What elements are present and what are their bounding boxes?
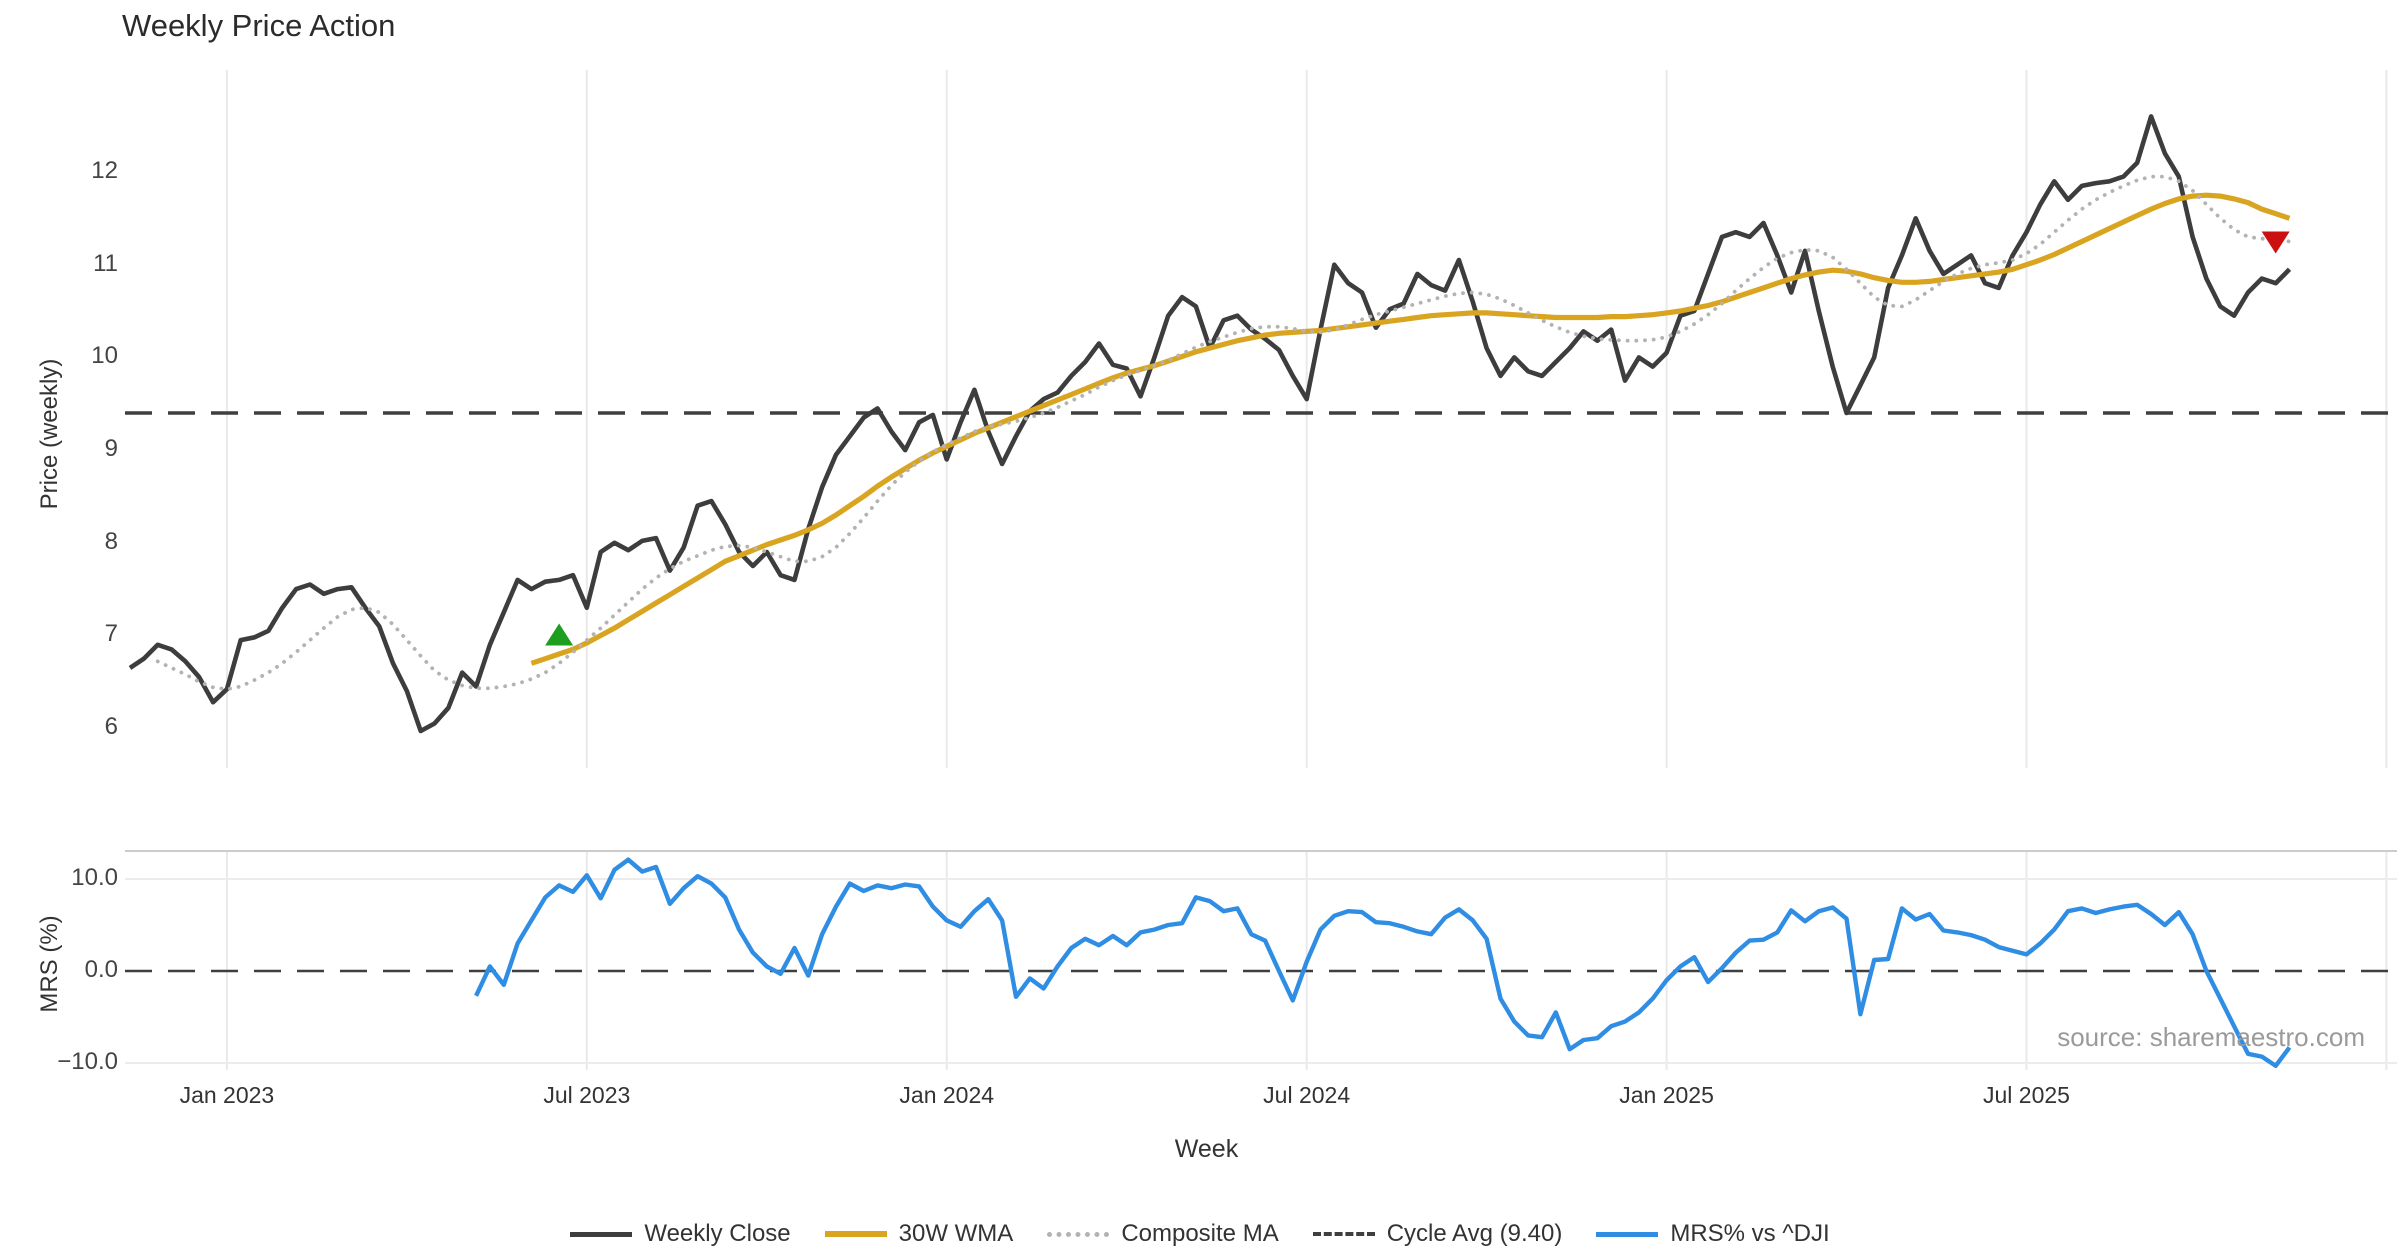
mrs-tick-label: 10.0 xyxy=(71,864,118,891)
legend-swatch-solid xyxy=(1596,1231,1659,1237)
series-lines xyxy=(128,114,2292,1069)
price-tick-label: 11 xyxy=(93,249,118,277)
legend-swatch-solid xyxy=(570,1231,633,1237)
legend-item-30w-wma: 30W WMA xyxy=(824,1220,1014,1248)
wma-30w-line xyxy=(530,192,2291,666)
x-tick-label: Jul 2024 xyxy=(1263,1082,1351,1108)
x-tick-label: Jan 2023 xyxy=(179,1082,275,1108)
x-tick-label: Jan 2024 xyxy=(899,1082,995,1108)
gridlines xyxy=(125,70,2397,1070)
legend-item-weekly-close: Weekly Close xyxy=(570,1220,791,1248)
x-tick-label: Jul 2023 xyxy=(543,1082,631,1108)
sell-signal-marker xyxy=(2261,231,2290,254)
source-credit: source: sharemaestro.com xyxy=(2057,1022,2365,1052)
price-tick-label: 6 xyxy=(104,713,118,741)
chart-title: Weekly Price Action xyxy=(122,8,396,43)
legend-label: Weekly Close xyxy=(644,1220,791,1247)
mrs-tick-label: −10.0 xyxy=(57,1048,118,1075)
legend-item-cycle-avg-9-40-: Cycle Avg (9.40) xyxy=(1312,1220,1563,1248)
price-tick-label: 7 xyxy=(104,620,118,648)
legend-label: Composite MA xyxy=(1121,1220,1279,1247)
mrs-line xyxy=(474,857,2292,1069)
signal-markers xyxy=(545,231,2290,646)
x-tick-label: Jul 2025 xyxy=(1983,1082,2070,1108)
legend-item-mrs-vs-dji: MRS% vs ^DJI xyxy=(1596,1220,1830,1248)
x-tick-label: Jan 2025 xyxy=(1619,1082,1714,1108)
legend-item-composite-ma: Composite MA xyxy=(1047,1220,1279,1248)
legend: Weekly Close 30W WMA Composite MA Cycle Avg… xyxy=(0,1220,2400,1248)
mrs-tick-label: 0.0 xyxy=(84,956,118,983)
weekly-close-line xyxy=(128,114,2292,734)
legend-swatch-dashed xyxy=(1312,1232,1375,1236)
legend-label: 30W WMA xyxy=(898,1220,1014,1247)
week-axis-label: Week xyxy=(1174,1135,1239,1163)
buy-signal-marker xyxy=(545,623,574,646)
legend-swatch-solid xyxy=(824,1231,887,1237)
price-tick-label: 10 xyxy=(91,342,118,370)
composite-ma-line xyxy=(155,174,2292,692)
price-tick-label: 9 xyxy=(104,435,118,463)
price-tick-label: 8 xyxy=(104,527,118,555)
price-tick-label: 12 xyxy=(91,156,118,184)
legend-swatch-dotted xyxy=(1047,1231,1110,1237)
legend-label: Cycle Avg (9.40) xyxy=(1386,1220,1563,1247)
legend-label: MRS% vs ^DJI xyxy=(1670,1220,1830,1247)
price-axis-label: Price (weekly) xyxy=(36,358,63,510)
